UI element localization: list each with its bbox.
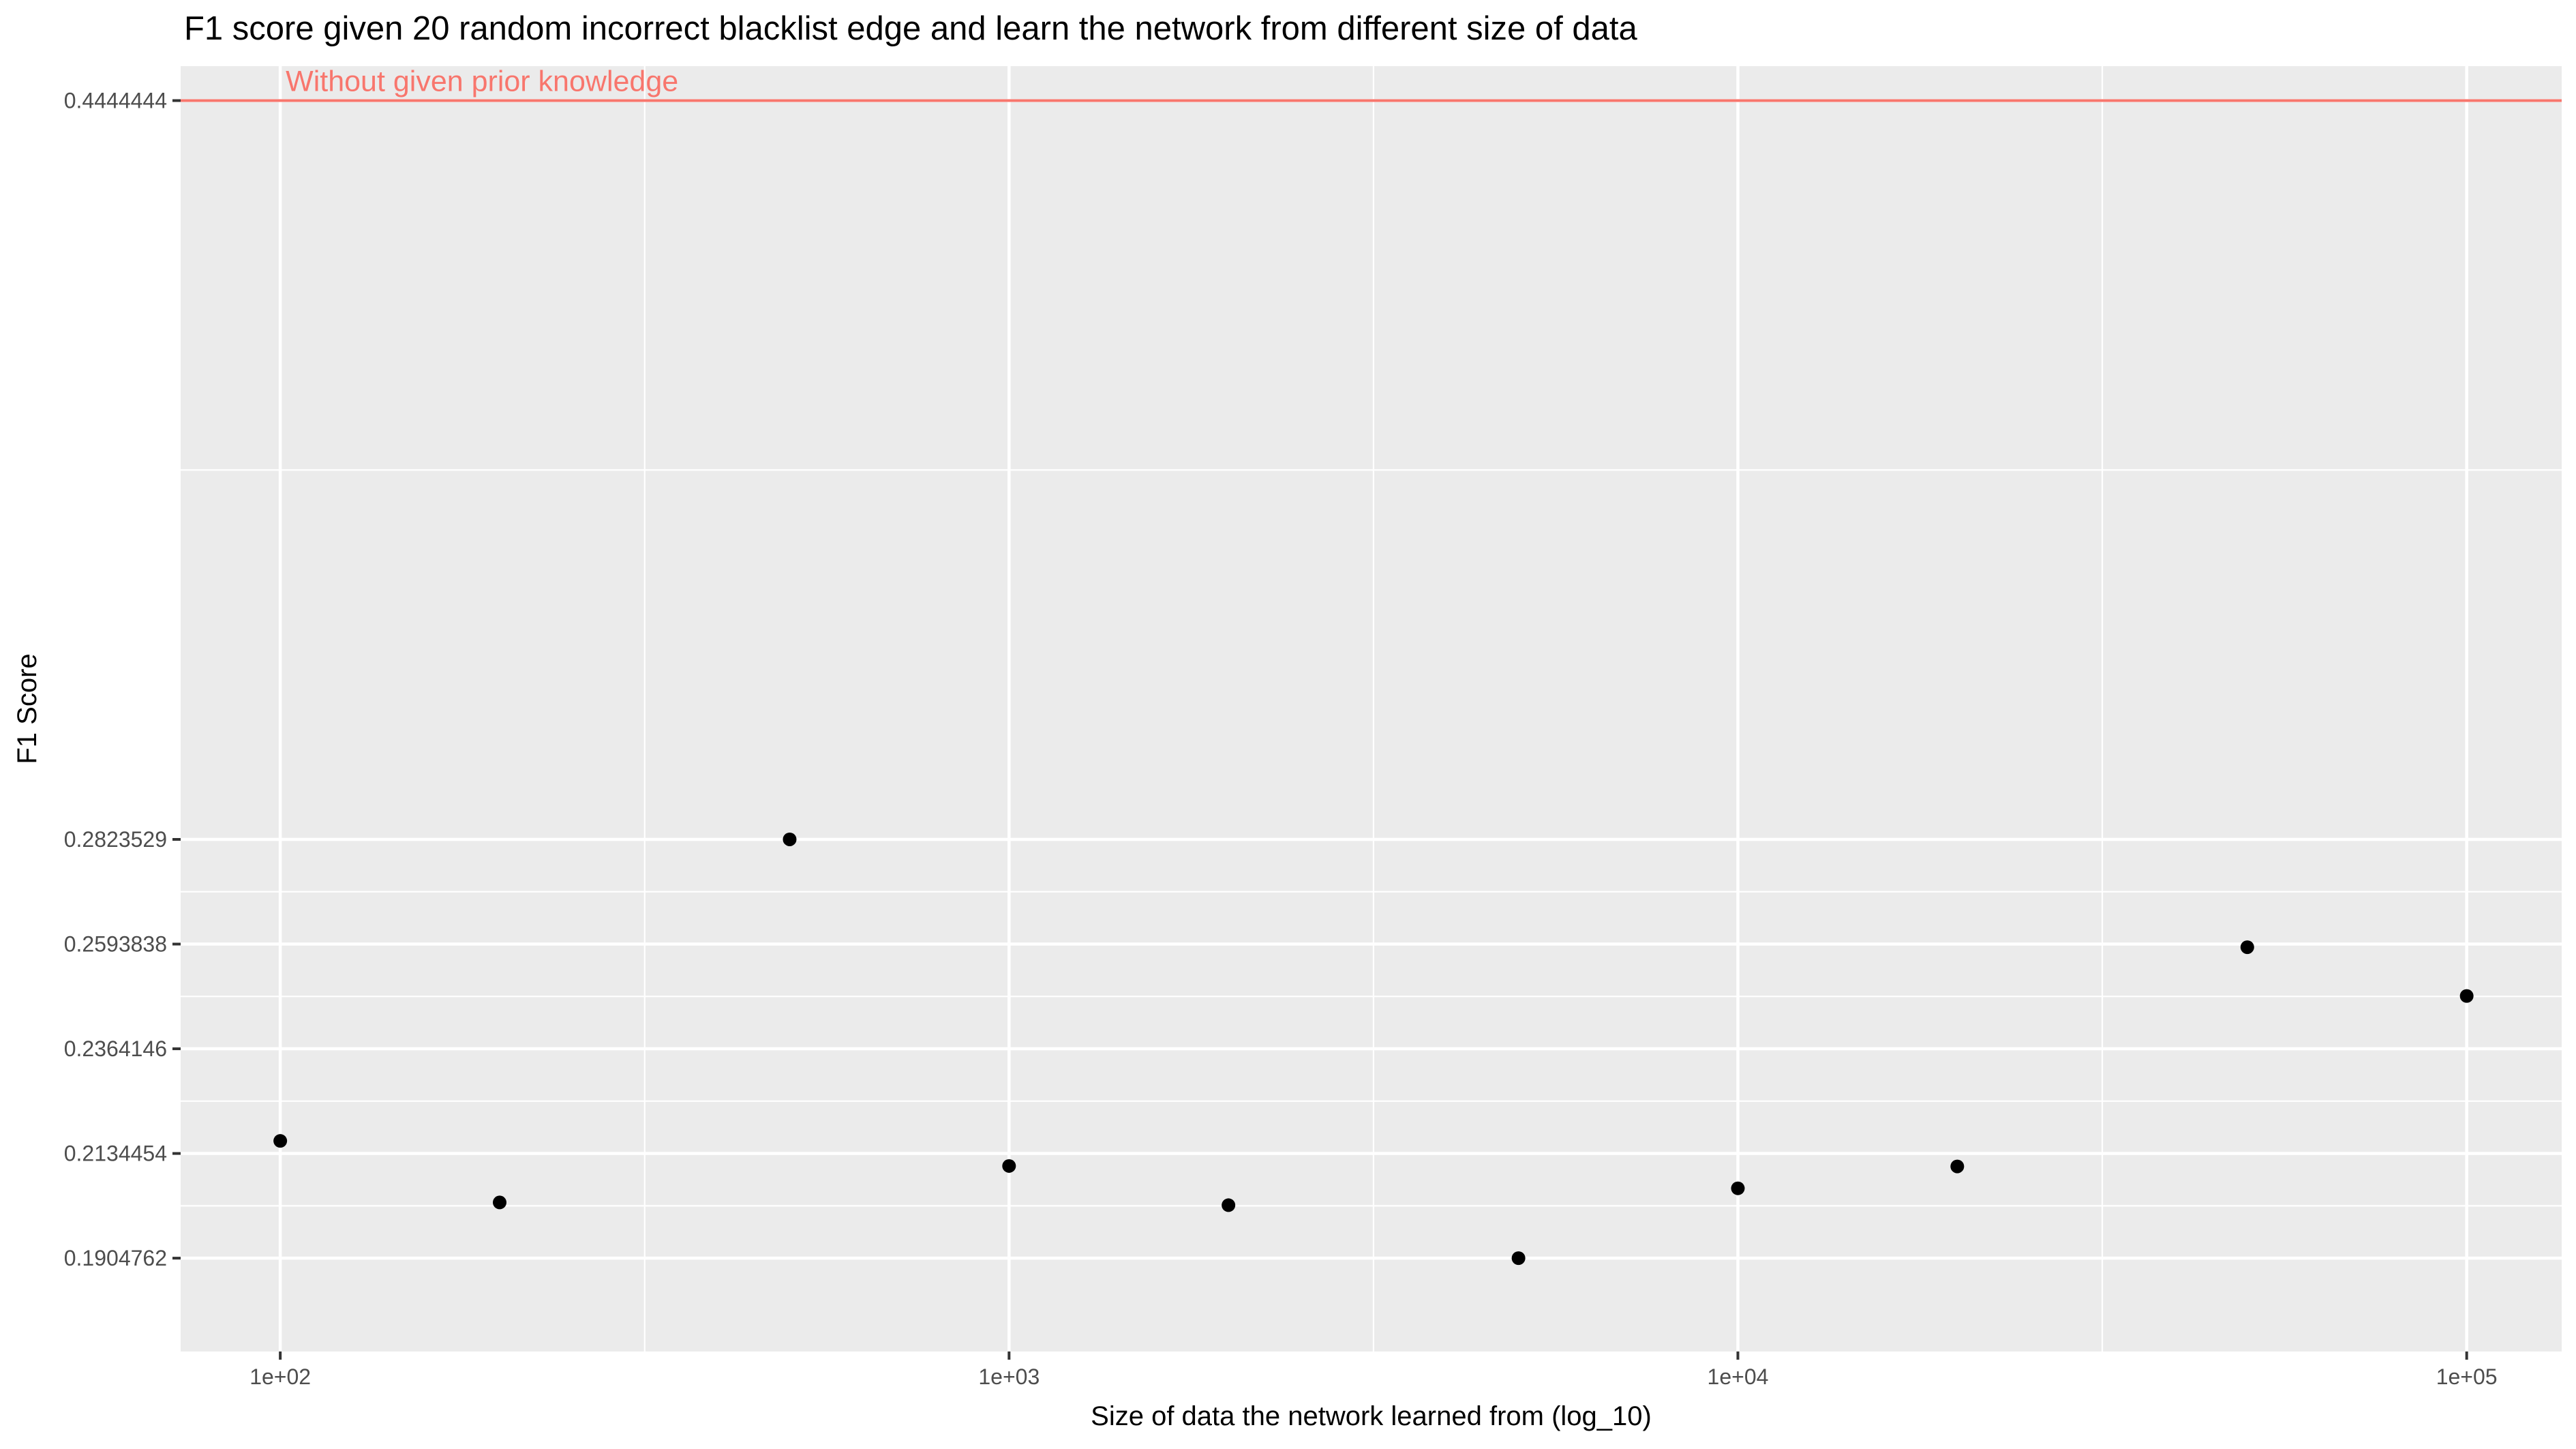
y-tick-label: 0.2593838 — [64, 932, 167, 957]
y-tick-label: 0.2134454 — [64, 1141, 167, 1166]
data-point — [1511, 1251, 1526, 1266]
x-tick-label: 1e+04 — [1708, 1364, 1769, 1389]
y-tick-label: 0.2364146 — [64, 1036, 167, 1061]
y-tick-label: 0.2823529 — [64, 827, 167, 852]
x-axis-title: Size of data the network learned from (l… — [1091, 1401, 1652, 1431]
data-point — [273, 1134, 288, 1148]
data-point — [1731, 1181, 1745, 1195]
data-point — [783, 832, 797, 846]
x-tick-label: 1e+02 — [249, 1364, 311, 1389]
data-point — [492, 1195, 506, 1210]
data-point — [1950, 1159, 1965, 1174]
data-point — [1002, 1159, 1016, 1173]
chart-title: F1 score given 20 random incorrect black… — [184, 10, 1637, 47]
reference-line-layer: Without given prior knowledge — [181, 65, 2562, 102]
y-tick-label: 0.1904762 — [64, 1246, 167, 1270]
data-point — [1222, 1198, 1236, 1212]
reference-line-label: Without given prior knowledge — [286, 65, 678, 98]
x-tick-label: 1e+03 — [978, 1364, 1040, 1389]
y-axis: 0.1904762 0.2134454 0.2364146 0.2593838 0.28… — [64, 89, 181, 1270]
plot-panel-background — [181, 66, 2562, 1351]
minor-gridlines — [181, 66, 2562, 1351]
points-layer — [273, 832, 2474, 1266]
y-axis-title: F1 Score — [12, 653, 42, 764]
x-tick-label: 1e+05 — [2436, 1364, 2498, 1389]
data-point — [2240, 940, 2254, 955]
y-tick-label: 0.4444444 — [64, 89, 167, 113]
data-point — [2459, 989, 2474, 1003]
x-axis: 1e+02 1e+03 1e+04 1e+05 — [249, 1351, 2498, 1389]
